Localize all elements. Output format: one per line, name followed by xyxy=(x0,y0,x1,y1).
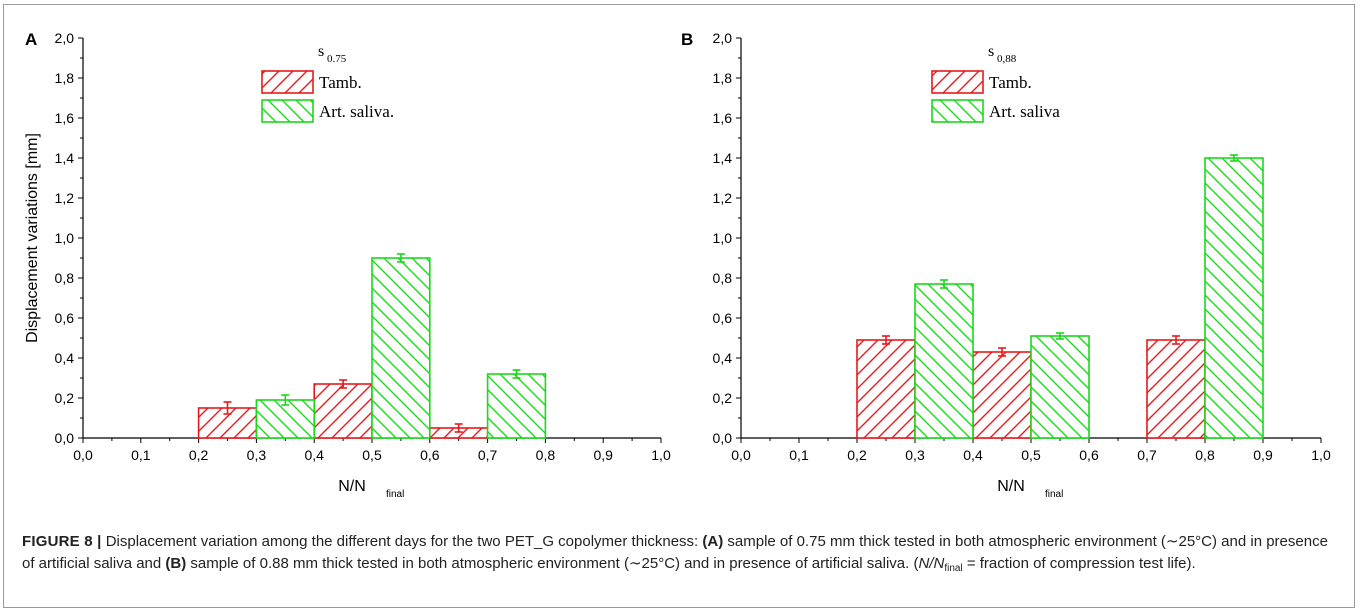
y-axis-label: Displacement variations [mm] xyxy=(24,133,41,343)
y-tick-label: 2,0 xyxy=(55,30,75,46)
x-tick-label: 0,5 xyxy=(1021,447,1041,463)
legend-swatch xyxy=(931,99,984,123)
legend-title: s xyxy=(318,43,324,60)
bar xyxy=(371,257,431,439)
x-tick-label: 0,5 xyxy=(362,447,382,463)
legend-swatch xyxy=(261,99,314,123)
legend-swatch xyxy=(931,70,984,94)
x-tick-label: 0,6 xyxy=(1079,447,1099,463)
caption-label: FIGURE 8 | xyxy=(22,533,102,550)
bar xyxy=(914,283,974,439)
x-tick-label: 0,3 xyxy=(905,447,925,463)
x-tick-label: 0,8 xyxy=(1195,447,1215,463)
chart-panel-a: A 0,0 0,2 0,4 0,6 0,8 1,0 1,2 1,4 1,6 1,8 2,0 0,0 0,1… xyxy=(24,30,671,500)
y-tick-label: 0,4 xyxy=(55,350,75,366)
x-tick-label: 0,9 xyxy=(593,447,613,463)
x-tick-label: 0,0 xyxy=(731,447,751,463)
legend-label: Tamb. xyxy=(319,73,362,92)
y-tick-label: 0,0 xyxy=(55,430,75,446)
chart-panel-b: B 0,0 0,2 0,4 0,6 0,8 1,0 1,2 1,4 1,6 1,8 2,0 0,0 0,1… xyxy=(681,30,1331,500)
bar xyxy=(1030,335,1090,439)
x-tick-label: 0,4 xyxy=(963,447,983,463)
y-tick-label: 1,8 xyxy=(55,70,75,86)
y-tick-label: 0,6 xyxy=(55,310,75,326)
caption-text-3: sample of 0.88 mm thick tested in both a… xyxy=(186,554,919,572)
y-tick-label: 1,4 xyxy=(55,150,75,166)
y-tick-label: 1,6 xyxy=(713,110,733,126)
caption-label-a: (A) xyxy=(702,533,724,550)
y-tick-label: 1,2 xyxy=(713,190,733,206)
x-tick-label: 0,8 xyxy=(536,447,556,463)
y-tick-label: 1,0 xyxy=(713,230,733,246)
x-tick-label: 0,7 xyxy=(478,447,498,463)
caption-n-over: N/N xyxy=(918,554,945,572)
bar xyxy=(856,339,916,439)
x-axis-label-sub: final xyxy=(386,489,404,500)
x-tick-label: 0,0 xyxy=(73,447,93,463)
x-axis-label: N/N xyxy=(997,478,1025,495)
legend-label: Art. saliva. xyxy=(319,102,394,121)
figure-frame xyxy=(3,4,1355,608)
caption-text-2: sample of 0.75 mm thick tested in both a… xyxy=(22,533,1328,572)
x-tick-label: 0,6 xyxy=(420,447,440,463)
x-tick-label: 1,0 xyxy=(1311,447,1331,463)
y-tick-label: 1,8 xyxy=(713,70,733,86)
legend-title-sub: 0.75 xyxy=(327,53,347,65)
bar xyxy=(486,373,547,439)
legend-label: Tamb. xyxy=(989,73,1032,92)
y-tick-label: 0,0 xyxy=(713,430,733,446)
x-axis-label-sub: final xyxy=(1045,489,1063,500)
y-tick-label: 1,6 xyxy=(55,110,75,126)
y-tick-label: 1,4 xyxy=(713,150,733,166)
legend-label: Art. saliva xyxy=(989,102,1060,121)
y-tick-label: 0,8 xyxy=(55,270,75,286)
x-tick-label: 0,4 xyxy=(304,447,324,463)
x-tick-label: 0,2 xyxy=(189,447,209,463)
x-tick-label: 0,2 xyxy=(847,447,867,463)
bar xyxy=(972,351,1032,439)
legend-swatch xyxy=(261,70,314,94)
panel-label: B xyxy=(681,30,693,49)
caption-n-sub: final xyxy=(944,562,963,574)
caption-text-4: = fraction of compression test life). xyxy=(962,554,1196,572)
y-tick-label: 0,2 xyxy=(713,390,733,406)
y-tick-label: 0,2 xyxy=(55,390,75,406)
x-tick-label: 0,9 xyxy=(1253,447,1273,463)
y-tick-label: 0,8 xyxy=(713,270,733,286)
y-tick-label: 1,0 xyxy=(55,230,75,246)
legend-title-sub: 0,88 xyxy=(997,53,1017,65)
caption-text-1: Displacement variation among the differe… xyxy=(101,533,703,550)
bar xyxy=(313,383,373,439)
x-axis-label: N/N xyxy=(338,478,366,495)
y-tick-label: 1,2 xyxy=(55,190,75,206)
x-tick-label: 0,1 xyxy=(131,447,151,463)
figure-caption: FIGURE 8 | Displacement variation among … xyxy=(22,531,1342,574)
x-tick-label: 0,7 xyxy=(1137,447,1157,463)
y-tick-label: 0,6 xyxy=(713,310,733,326)
y-tick-label: 0,4 xyxy=(713,350,733,366)
bar xyxy=(1204,157,1264,439)
y-tick-label: 2,0 xyxy=(713,30,733,46)
x-tick-label: 1,0 xyxy=(651,447,671,463)
bar xyxy=(1146,339,1206,439)
x-tick-label: 0,1 xyxy=(789,447,809,463)
x-tick-label: 0,3 xyxy=(247,447,267,463)
caption-label-b: (B) xyxy=(165,554,187,572)
legend-title: s xyxy=(988,43,994,60)
panel-label: A xyxy=(25,30,37,49)
